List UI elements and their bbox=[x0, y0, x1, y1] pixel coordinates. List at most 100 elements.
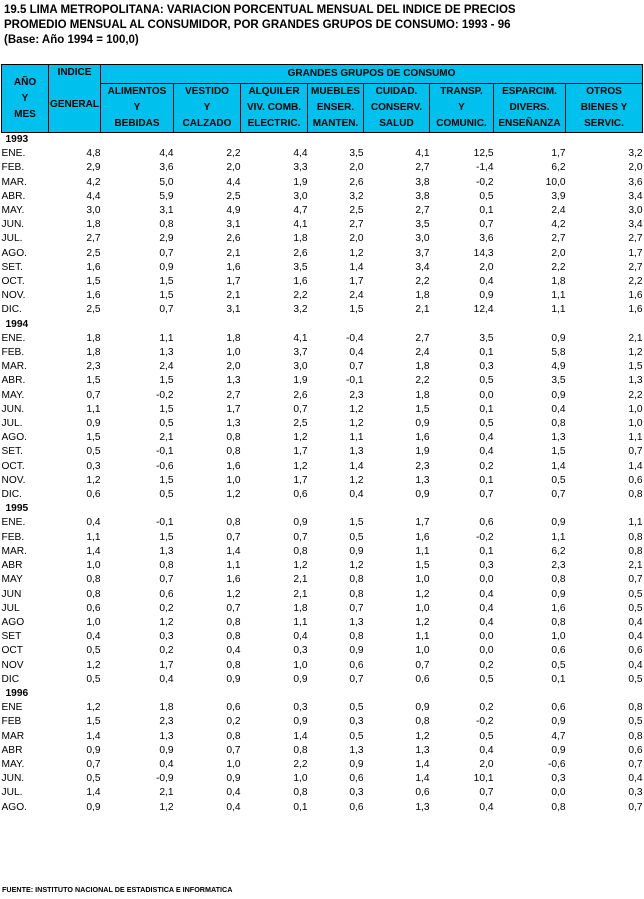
value-cell: 1,4 bbox=[551, 460, 566, 472]
value-cell: 1,5 bbox=[349, 304, 364, 316]
month-cell: JUN bbox=[1, 588, 22, 600]
value-cell: 1,2 bbox=[349, 418, 364, 430]
table-row: SET 0,4 0,3 0,8 0,4 0,8 1,1 0,0 1,0 0,4 bbox=[2, 630, 643, 644]
value-cell: 0,5 bbox=[551, 474, 566, 486]
value-cell: 0,9 bbox=[349, 758, 364, 770]
year-label: 1996 bbox=[5, 687, 29, 699]
value-cell: 0,8 bbox=[226, 730, 241, 742]
month-cell: JUN. bbox=[1, 403, 25, 415]
value-cell: 1,9 bbox=[293, 375, 308, 387]
value-cell: 1,0 bbox=[628, 418, 643, 430]
value-cell: 3,0 bbox=[415, 233, 430, 245]
value-cell: 1,5 bbox=[159, 474, 174, 486]
value-cell: 2,1 bbox=[226, 247, 241, 259]
value-cell: 0,4 bbox=[479, 432, 494, 444]
value-cell: 1,2 bbox=[293, 432, 308, 444]
month-cell: MAY. bbox=[1, 205, 25, 217]
value-cell: 1,3 bbox=[415, 801, 430, 813]
value-cell: 3,0 bbox=[293, 361, 308, 373]
month-cell: MAR. bbox=[1, 545, 27, 557]
value-cell: -0,9 bbox=[155, 773, 174, 785]
value-cell: 3,3 bbox=[293, 162, 308, 174]
value-cell: 0,5 bbox=[86, 673, 101, 685]
value-cell: 1,4 bbox=[226, 545, 241, 557]
value-cell: 1,0 bbox=[226, 758, 241, 770]
value-cell: 0,8 bbox=[293, 787, 308, 799]
value-cell: 0,4 bbox=[551, 403, 566, 415]
value-cell: 1,7 bbox=[159, 659, 174, 671]
value-cell: -0,1 bbox=[345, 375, 364, 387]
table-row: DIC. 2,5 0,7 3,1 3,2 1,5 2,1 12,4 1,1 1,6 bbox=[2, 303, 643, 317]
value-cell: 1,2 bbox=[293, 460, 308, 472]
value-cell: 1,2 bbox=[86, 659, 101, 671]
value-cell: 0,4 bbox=[479, 588, 494, 600]
value-cell: 0,5 bbox=[479, 418, 494, 430]
table-row: MAY. 0,7 -0,2 2,7 2,6 2,3 1,8 0,0 0,9 2,2 bbox=[2, 389, 643, 403]
value-cell: 0,8 bbox=[159, 219, 174, 231]
value-cell: 1,8 bbox=[159, 702, 174, 714]
value-cell: 0,9 bbox=[293, 517, 308, 529]
month-cell: ENE bbox=[1, 702, 23, 714]
value-cell: 1,4 bbox=[415, 773, 430, 785]
value-cell: -0,2 bbox=[155, 389, 174, 401]
month-cell: JUN. bbox=[1, 773, 25, 785]
table-row: JUL. 1,4 2,1 0,4 0,8 0,3 0,6 0,7 0,0 0,3 bbox=[2, 786, 643, 800]
value-cell: 2,0 bbox=[551, 247, 566, 259]
value-cell: 2,5 bbox=[293, 418, 308, 430]
value-cell: 5,9 bbox=[159, 190, 174, 202]
value-cell: 0,7 bbox=[86, 389, 101, 401]
month-cell: ENE. bbox=[1, 517, 26, 529]
value-cell: 0,8 bbox=[159, 560, 174, 572]
value-cell: 0,4 bbox=[86, 631, 101, 643]
value-cell: 1,1 bbox=[226, 560, 241, 572]
table-row: FEB. 2,9 3,6 2,0 3,3 2,0 2,7 -1,4 6,2 2,0 bbox=[2, 161, 643, 175]
value-cell: 0,9 bbox=[349, 545, 364, 557]
value-cell: 1,3 bbox=[159, 545, 174, 557]
value-cell: -0,2 bbox=[475, 176, 494, 188]
value-cell: 0,8 bbox=[415, 716, 430, 728]
table-row: FEB 1,5 2,3 0,2 0,9 0,3 0,8 -0,2 0,9 0,5 bbox=[2, 715, 643, 729]
value-cell: 4,4 bbox=[293, 148, 308, 160]
value-cell: 0,5 bbox=[349, 730, 364, 742]
month-cell: FEB bbox=[1, 716, 22, 728]
value-cell: 2,7 bbox=[349, 219, 364, 231]
value-cell: 2,2 bbox=[628, 389, 643, 401]
value-cell: 1,6 bbox=[628, 290, 643, 302]
table-row: JUL. 0,9 0,5 1,3 2,5 1,2 0,9 0,5 0,8 1,0 bbox=[2, 417, 643, 431]
value-cell: 3,1 bbox=[226, 304, 241, 316]
value-cell: 0,3 bbox=[479, 361, 494, 373]
value-cell: 1,7 bbox=[226, 403, 241, 415]
value-cell: 1,1 bbox=[86, 403, 101, 415]
value-cell: 0,9 bbox=[551, 588, 566, 600]
value-cell: 3,6 bbox=[159, 162, 174, 174]
value-cell: 0,8 bbox=[551, 574, 566, 586]
value-cell: 0,7 bbox=[479, 219, 494, 231]
table-row: MAY 0,8 0,7 1,6 2,1 0,8 1,0 0,0 0,8 0,7 bbox=[2, 573, 643, 587]
value-cell: 1,5 bbox=[159, 403, 174, 415]
value-cell: 0,7 bbox=[226, 602, 241, 614]
year-row: 1994 bbox=[2, 318, 643, 332]
table-row: MAR. 4,2 5,0 4,4 1,9 2,6 3,8 -0,2 10,0 3,6 bbox=[2, 176, 643, 190]
table-row: ABR 1,0 0,8 1,1 1,2 1,2 1,5 0,3 2,3 2,1 bbox=[2, 559, 643, 573]
value-cell: 0,5 bbox=[479, 673, 494, 685]
value-cell: 1,4 bbox=[86, 545, 101, 557]
value-cell: 1,5 bbox=[551, 446, 566, 458]
table-row: ABR. 1,5 1,5 1,3 1,9 -0,1 2,2 0,5 3,5 1,3 bbox=[2, 374, 643, 388]
table-row: ENE. 0,4 -0,1 0,8 0,9 1,5 1,7 0,6 0,9 1,1 bbox=[2, 516, 643, 530]
value-cell: 1,7 bbox=[551, 148, 566, 160]
value-cell: 0,6 bbox=[349, 659, 364, 671]
value-cell: 1,4 bbox=[628, 460, 643, 472]
value-cell: 6,2 bbox=[551, 545, 566, 557]
value-cell: 0,7 bbox=[226, 531, 241, 543]
value-cell: 0,1 bbox=[551, 673, 566, 685]
value-cell: 0,2 bbox=[159, 602, 174, 614]
value-cell: 2,0 bbox=[628, 162, 643, 174]
value-cell: 1,0 bbox=[628, 403, 643, 415]
value-cell: 4,1 bbox=[293, 219, 308, 231]
value-cell: 1,5 bbox=[415, 560, 430, 572]
value-cell: 2,4 bbox=[551, 205, 566, 217]
value-cell: 0,6 bbox=[226, 702, 241, 714]
value-cell: 2,1 bbox=[293, 574, 308, 586]
table-row: ENE. 4,8 4,4 2,2 4,4 3,5 4,1 12,5 1,7 3,2 bbox=[2, 147, 643, 161]
header-group-4: CUIDAD. CONSERV. SALUD bbox=[363, 83, 430, 133]
